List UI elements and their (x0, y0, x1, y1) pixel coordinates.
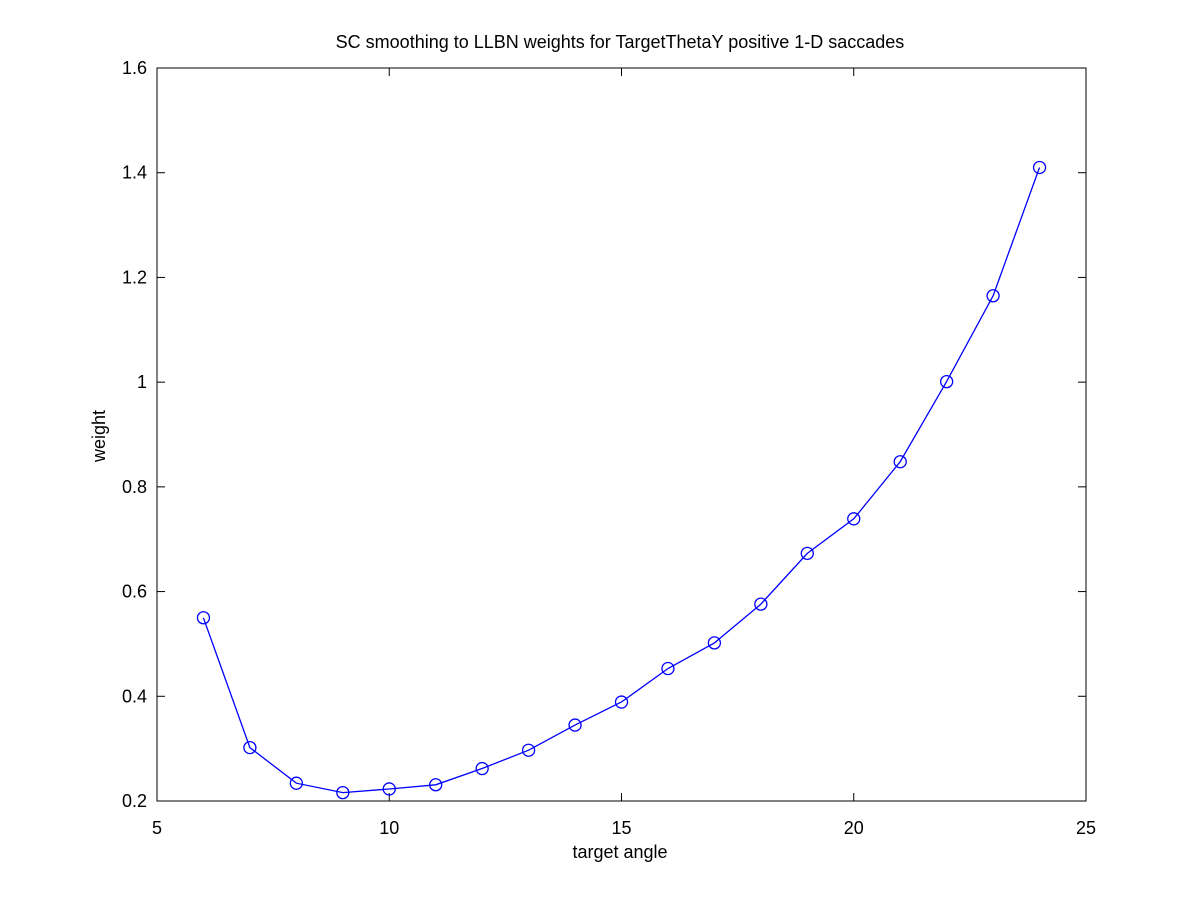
x-axis-label: target angle (572, 842, 667, 862)
y-tick-label: 1.6 (122, 58, 147, 78)
y-tick-label: 0.8 (122, 477, 147, 497)
data-point-marker (382, 782, 396, 796)
data-point-marker (521, 743, 536, 757)
chart-title: SC smoothing to LLBN weights for TargetT… (336, 32, 905, 52)
series-layer (196, 160, 1047, 800)
y-tick-label: 1.2 (122, 267, 147, 287)
y-tick-label: 1 (137, 372, 147, 392)
y-tick-label: 1.4 (122, 163, 147, 183)
series-line (202, 167, 1041, 794)
y-tick-label: 0.2 (122, 791, 147, 811)
data-point-marker (940, 374, 954, 389)
data-point-marker (475, 761, 489, 776)
data-point-marker (568, 718, 582, 732)
data-point-marker (243, 740, 257, 755)
x-tick-label: 25 (1076, 818, 1096, 838)
x-tick-label: 10 (379, 818, 399, 838)
data-point-marker (289, 776, 304, 790)
y-tick-label: 0.4 (122, 686, 147, 706)
data-point-marker (429, 778, 443, 792)
x-tick-label: 5 (152, 818, 162, 838)
axes: 5 10 15 20 25 0.2 0.4 0.6 0.8 1 1.2 1.4 1.6 (122, 58, 1096, 838)
data-point-marker (754, 597, 768, 611)
data-point-marker (800, 546, 814, 561)
x-tick-label: 20 (844, 818, 864, 838)
x-tick-label: 15 (611, 818, 631, 838)
data-point-marker (893, 455, 907, 469)
data-point-marker (707, 636, 722, 650)
data-point-marker (986, 289, 1000, 303)
data-point-marker (336, 785, 350, 800)
data-point-marker (661, 661, 675, 676)
data-point-marker (1032, 160, 1047, 175)
data-point-marker (847, 512, 861, 526)
data-point-marker (614, 695, 629, 709)
data-series (196, 160, 1047, 800)
data-point-marker (196, 611, 211, 625)
y-tick-label: 0.6 (122, 582, 147, 602)
y-axis-label: weight (89, 410, 109, 463)
